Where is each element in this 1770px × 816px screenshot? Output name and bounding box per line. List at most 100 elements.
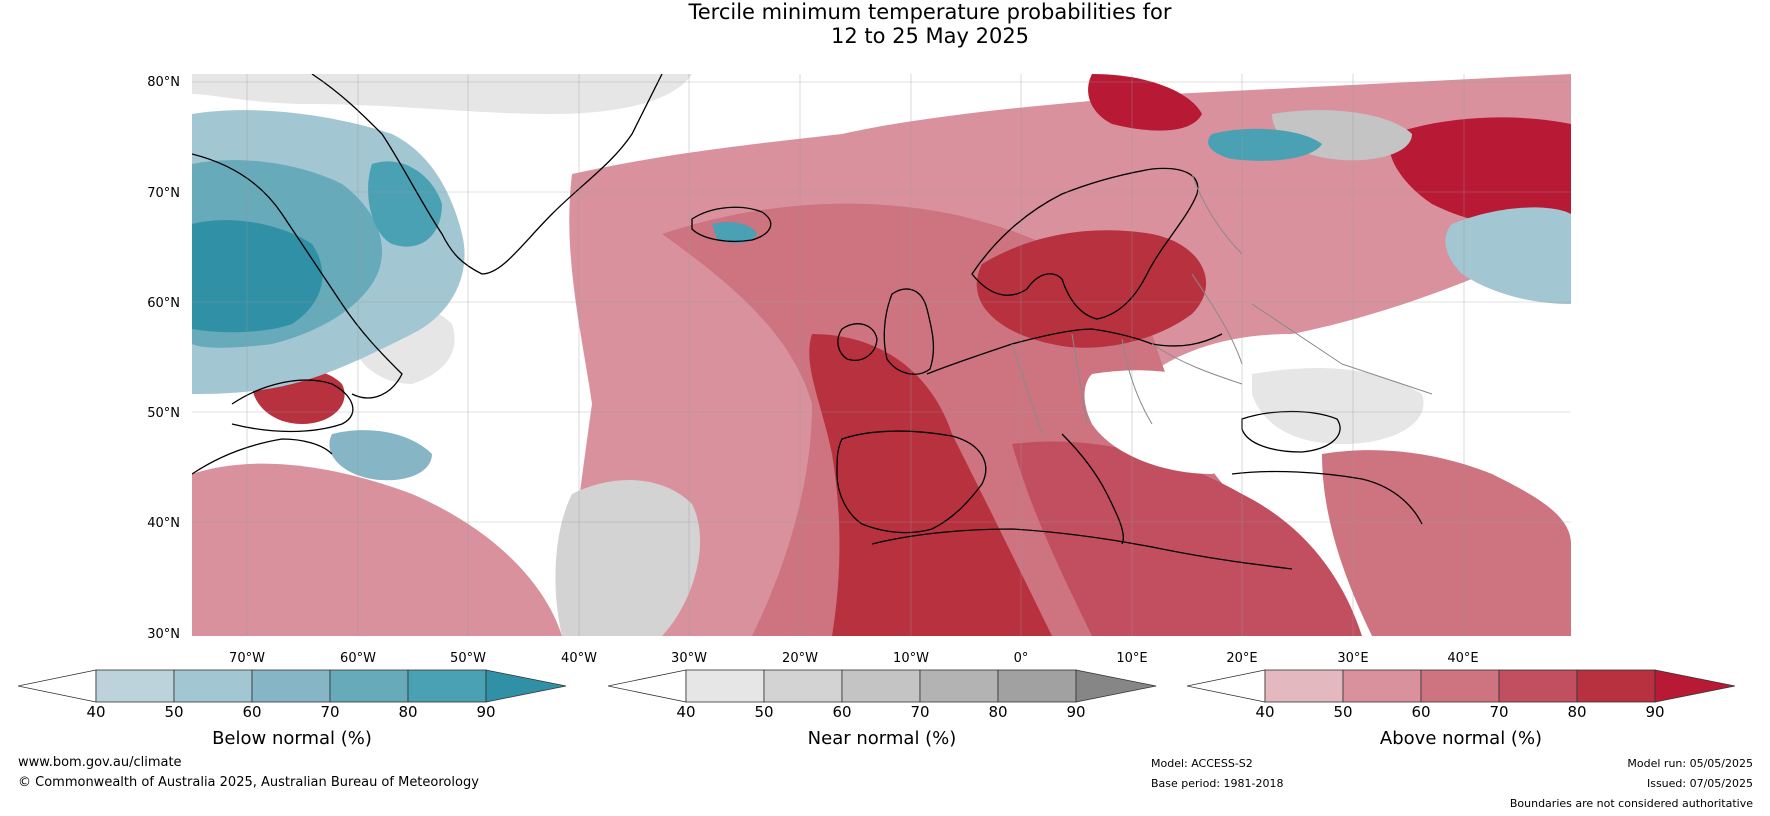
cbar-near-70-80 xyxy=(919,669,999,703)
cbar-above-tick-60: 60 xyxy=(1411,703,1431,721)
above-region-scandinavia xyxy=(976,230,1207,348)
cbar-above-tick-70: 70 xyxy=(1489,703,1509,721)
lon-label-10w: 10°W xyxy=(893,651,929,666)
lat-label-80n: 80°N xyxy=(147,75,180,90)
colorbar-below-title: Below normal (%) xyxy=(212,728,372,749)
lon-label-20w: 20°W xyxy=(782,651,818,666)
cbar-above-70-80 xyxy=(1498,669,1578,703)
cbar-below-tick-40: 40 xyxy=(86,703,106,721)
europe-coast xyxy=(926,328,1223,375)
cbar-below-extend-low xyxy=(18,669,97,703)
above-region-subtropic-west xyxy=(192,463,562,636)
cbar-above-tick-80: 80 xyxy=(1567,703,1587,721)
cbar-near-tick-70: 70 xyxy=(910,703,930,721)
map-svg xyxy=(192,74,1571,636)
lon-label-20e: 20°E xyxy=(1226,651,1258,666)
footer-issued: Issued: 07/05/2025 xyxy=(1646,777,1753,790)
cbar-below-tick-70: 70 xyxy=(320,703,340,721)
footer-base-period: Base period: 1981-2018 xyxy=(1151,777,1284,790)
near-region-eastern-europe xyxy=(1252,368,1424,444)
footer-model: Model: ACCESS-S2 xyxy=(1151,757,1253,770)
below-region-russia-east xyxy=(1445,207,1571,304)
cbar-near-50-60 xyxy=(763,669,843,703)
graticule xyxy=(192,74,1571,636)
near-region-atlantic-south xyxy=(555,480,701,636)
cbar-near-80-90 xyxy=(997,669,1077,703)
italy-coast xyxy=(1061,433,1124,545)
map-title: Tercile minimum temperature probabilitie… xyxy=(0,0,1770,48)
below-region-hudson-east xyxy=(368,161,442,247)
cbar-below-tick-60: 60 xyxy=(242,703,262,721)
near-region-balkans xyxy=(1084,370,1260,474)
britain-coast xyxy=(883,288,935,375)
cbar-below-extend-high xyxy=(485,669,567,703)
cbar-below-tick-80: 80 xyxy=(398,703,418,721)
above-region-strong xyxy=(809,334,1052,636)
colorbar-below-normal xyxy=(18,669,567,703)
cbar-near-extend-low xyxy=(608,669,687,703)
cbar-above-60-70 xyxy=(1420,669,1500,703)
probability-map xyxy=(192,74,1571,636)
iceland-coast xyxy=(691,206,772,243)
turkey-coast xyxy=(1231,470,1423,525)
us-east-coast xyxy=(192,438,333,475)
cbar-below-40-50 xyxy=(95,669,175,703)
footer-website: www.bom.gov.au/climate xyxy=(18,755,182,770)
cbar-below-60-70 xyxy=(251,669,331,703)
border-2 xyxy=(1071,333,1088,425)
cbar-below-70-80 xyxy=(329,669,409,703)
cbar-above-40-50 xyxy=(1264,669,1344,703)
coastlines xyxy=(192,74,1423,570)
greenland-coast xyxy=(311,74,663,275)
below-region-iceland xyxy=(712,222,757,244)
scandinavia-coast xyxy=(971,167,1199,320)
below-region-barents-sea xyxy=(1208,128,1322,161)
lon-label-40w: 40°W xyxy=(561,651,597,666)
lat-label-40n: 40°N xyxy=(147,516,180,531)
below-region-gulf-stream xyxy=(329,430,432,481)
cbar-near-60-70 xyxy=(841,669,921,703)
country-borders xyxy=(1011,173,1433,435)
lat-label-60n: 60°N xyxy=(147,296,180,311)
iberia-coast xyxy=(836,430,987,534)
cbar-below-50-60 xyxy=(173,669,253,703)
title-line-2: 12 to 25 May 2025 xyxy=(830,24,1030,48)
footer-copyright: © Commonwealth of Australia 2025, Austra… xyxy=(18,775,479,790)
cbar-near-tick-90: 90 xyxy=(1066,703,1086,721)
cbar-below-tick-90: 90 xyxy=(476,703,496,721)
lon-label-10e: 10°E xyxy=(1116,651,1148,666)
above-region-turkey xyxy=(1322,450,1571,636)
above-region-arctic xyxy=(1088,74,1202,131)
lon-label-30e: 30°E xyxy=(1337,651,1369,666)
cbar-near-40-50 xyxy=(685,669,765,703)
canada-east-coast xyxy=(192,153,403,399)
ireland-coast xyxy=(837,323,878,361)
lon-label-60w: 60°W xyxy=(340,651,376,666)
title-line-1: Tercile minimum temperature probabilitie… xyxy=(688,0,1172,24)
cbar-above-extend-high xyxy=(1654,669,1736,703)
border-4 xyxy=(1151,343,1243,385)
cbar-near-extend-high xyxy=(1075,669,1157,703)
black-sea-coast xyxy=(1241,410,1341,453)
lat-label-30n: 30°N xyxy=(147,627,180,642)
footer-model-run: Model run: 05/05/2025 xyxy=(1627,757,1753,770)
cbar-near-tick-80: 80 xyxy=(988,703,1008,721)
lat-label-50n: 50°N xyxy=(147,406,180,421)
footer-disclaimer: Boundaries are not considered authoritat… xyxy=(1509,797,1753,810)
border-6 xyxy=(1251,303,1343,365)
border-5 xyxy=(1191,273,1243,365)
border-8 xyxy=(1191,173,1243,255)
cbar-above-50-60 xyxy=(1342,669,1422,703)
cbar-near-tick-40: 40 xyxy=(676,703,696,721)
lon-label-50w: 50°W xyxy=(450,651,486,666)
lon-label-70w: 70°W xyxy=(229,651,265,666)
lat-label-70n: 70°N xyxy=(147,186,180,201)
above-region-med xyxy=(1012,441,1362,636)
lon-label-30w: 30°W xyxy=(671,651,707,666)
colorbar-near-title: Near normal (%) xyxy=(807,728,957,749)
below-region-canada-strong xyxy=(192,220,323,333)
north-africa-coast xyxy=(871,528,1293,570)
cbar-near-tick-50: 50 xyxy=(754,703,774,721)
border-1 xyxy=(1011,343,1043,435)
cbar-below-tick-50: 50 xyxy=(164,703,184,721)
